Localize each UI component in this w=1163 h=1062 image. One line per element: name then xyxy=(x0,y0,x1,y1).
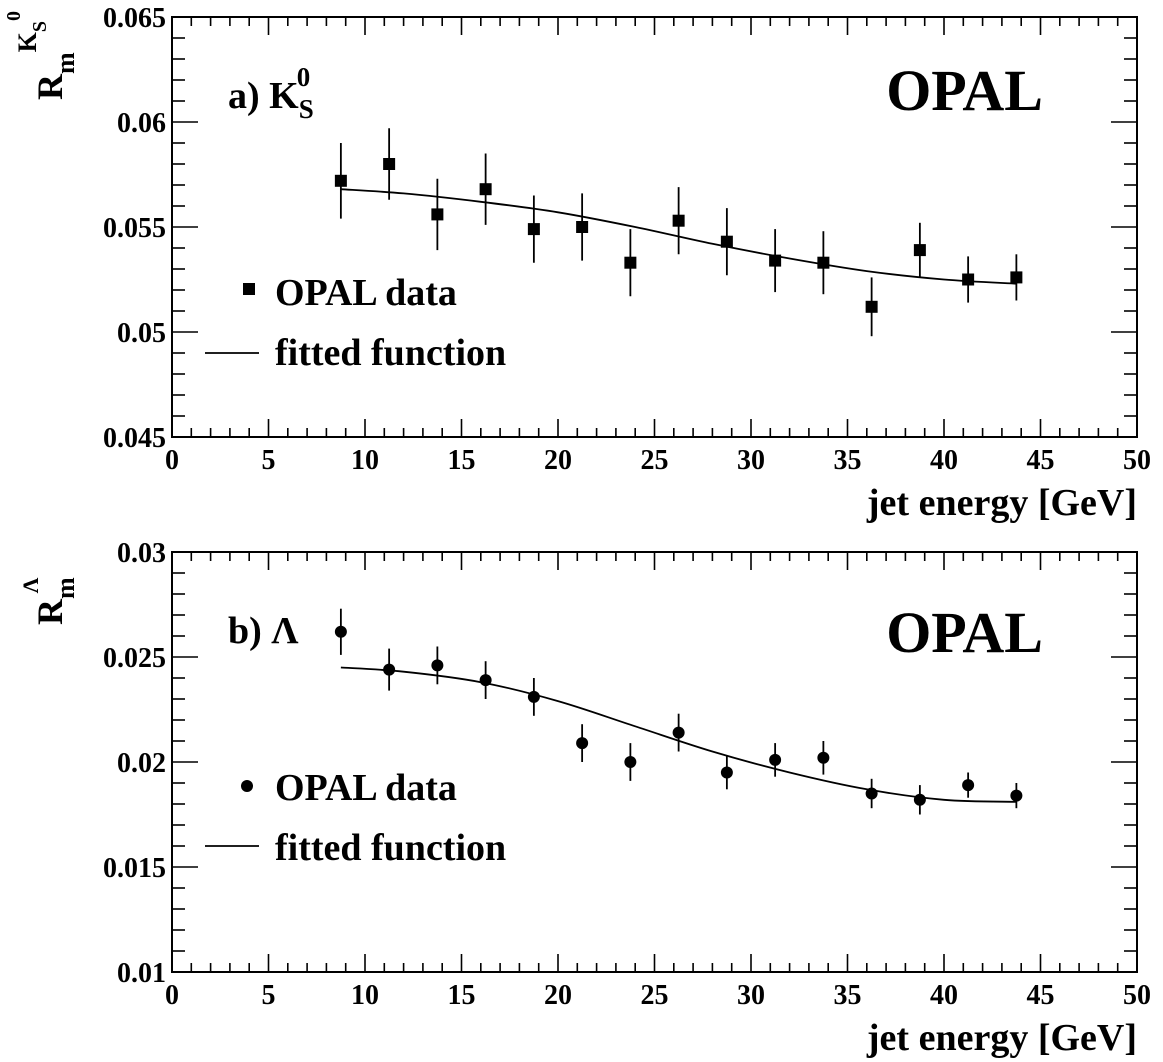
legend-data-label: OPAL data xyxy=(275,767,457,809)
x-tick-label: 30 xyxy=(737,445,765,476)
y-tick-label: 0.055 xyxy=(103,213,166,244)
y-tick-label: 0.06 xyxy=(117,108,166,139)
y-axis-label: RmΛ xyxy=(18,577,80,625)
data-point xyxy=(576,221,589,233)
panel-label: a) KS0 xyxy=(228,62,314,124)
y-tick-label: 0.025 xyxy=(103,643,166,674)
y-tick-labels: 0.045 0.05 0.055 0.06 0.065 xyxy=(103,3,166,454)
y-tick-label: 0.03 xyxy=(117,538,166,569)
panel-a-kshort: 0.045 0.05 0.055 0.06 0.065 0 5 10 15 20 25 30 35 40… xyxy=(3,3,1151,524)
x-tick-label: 10 xyxy=(351,980,379,1011)
legend: OPAL data fitted function xyxy=(205,272,506,374)
data-point xyxy=(769,254,782,267)
data-point xyxy=(962,273,975,286)
x-tick-label: 40 xyxy=(930,445,958,476)
x-tick-labels: 0 5 10 15 20 25 30 35 40 45 50 xyxy=(165,445,1151,476)
data-point xyxy=(431,659,444,672)
data-point xyxy=(527,223,540,236)
data-point xyxy=(383,663,396,676)
data-point xyxy=(334,625,347,638)
y-tick-labels: 0.01 0.015 0.02 0.025 0.03 xyxy=(103,538,166,989)
legend-data-label: OPAL data xyxy=(275,272,457,314)
data-point xyxy=(624,756,637,768)
data-point xyxy=(576,737,589,750)
y-tick-label: 0.045 xyxy=(103,423,166,454)
data-point xyxy=(479,183,492,196)
y-tick-label: 0.05 xyxy=(117,318,166,349)
data-points xyxy=(334,608,1023,815)
data-point xyxy=(1010,789,1023,802)
panel-b-lambda: 0.01 0.015 0.02 0.025 0.03 0 5 10 15 20 25 30 35 40 4… xyxy=(18,538,1151,1059)
y-tick-label: 0.015 xyxy=(103,853,166,884)
legend-fit-label: fitted function xyxy=(275,332,506,374)
x-tick-label: 0 xyxy=(165,445,179,476)
data-point xyxy=(334,174,347,187)
x-tick-label: 0 xyxy=(165,980,179,1011)
legend-circle-marker xyxy=(241,780,253,792)
data-point xyxy=(1010,271,1023,284)
data-point xyxy=(817,256,830,269)
data-points xyxy=(334,128,1023,337)
data-point xyxy=(383,158,396,170)
data-point xyxy=(865,300,878,313)
fit-curve xyxy=(340,666,1017,803)
data-point xyxy=(913,244,926,257)
x-tick-label: 35 xyxy=(834,980,862,1011)
x-tick-label: 30 xyxy=(737,980,765,1011)
legend: OPAL data fitted function xyxy=(205,767,506,869)
panel-label: b) Λ xyxy=(228,610,299,652)
legend-square-marker xyxy=(243,283,255,295)
data-point xyxy=(913,793,926,806)
x-tick-label: 20 xyxy=(544,980,572,1011)
x-tick-label: 35 xyxy=(834,445,862,476)
x-tick-label: 20 xyxy=(544,445,572,476)
x-tick-label: 45 xyxy=(1027,445,1055,476)
axis-ticks xyxy=(171,16,1138,438)
x-axis-label: jet energy [GeV] xyxy=(866,482,1137,524)
x-tick-label: 25 xyxy=(641,445,669,476)
data-point xyxy=(865,787,878,800)
x-tick-label: 5 xyxy=(262,445,276,476)
x-tick-label: 45 xyxy=(1027,980,1055,1011)
data-point xyxy=(431,208,444,221)
axis-ticks xyxy=(171,551,1138,973)
data-point xyxy=(962,779,975,792)
data-point xyxy=(720,235,733,248)
x-tick-label: 50 xyxy=(1123,445,1151,476)
data-point xyxy=(817,751,830,764)
fit-curve-path xyxy=(340,666,1017,803)
data-point xyxy=(769,753,782,766)
y-tick-label: 0.01 xyxy=(117,958,166,989)
x-tick-label: 25 xyxy=(641,980,669,1011)
x-tick-label: 15 xyxy=(448,445,476,476)
x-tick-label: 40 xyxy=(930,980,958,1011)
x-axis-label: jet energy [GeV] xyxy=(866,1017,1137,1059)
y-axis-label: RmKS0 xyxy=(3,11,80,100)
y-tick-label: 0.02 xyxy=(117,748,166,779)
experiment-label: OPAL xyxy=(886,600,1043,665)
y-tick-label: 0.065 xyxy=(103,3,166,34)
data-point xyxy=(624,256,637,269)
x-tick-labels: 0 5 10 15 20 25 30 35 40 45 50 xyxy=(165,980,1151,1011)
x-tick-label: 5 xyxy=(262,980,276,1011)
x-tick-label: 10 xyxy=(351,445,379,476)
data-point xyxy=(672,726,685,739)
data-point xyxy=(527,690,540,703)
data-point xyxy=(720,766,733,779)
experiment-label: OPAL xyxy=(886,58,1043,123)
x-tick-label: 50 xyxy=(1123,980,1151,1011)
x-tick-label: 15 xyxy=(448,980,476,1011)
data-point xyxy=(479,674,492,687)
legend-fit-label: fitted function xyxy=(275,827,506,869)
data-point xyxy=(672,214,685,227)
